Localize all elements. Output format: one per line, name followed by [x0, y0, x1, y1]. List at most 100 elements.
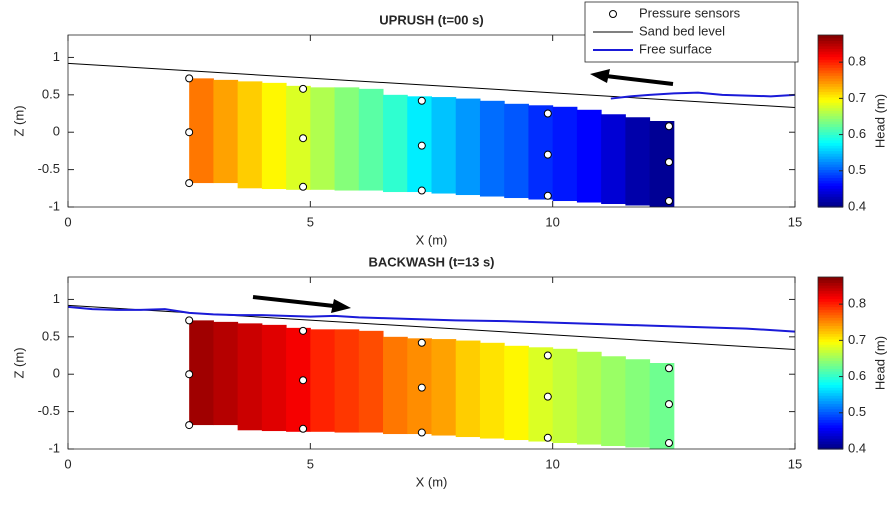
x-tick-label: 10: [545, 214, 559, 229]
colorbar-tick-label: 0.6: [848, 126, 866, 141]
head-cell: [576, 351, 602, 445]
colorbar-cell: [818, 328, 843, 332]
colorbar-tick-label: 0.8: [848, 296, 866, 311]
colorbar-cell: [818, 145, 843, 149]
colorbar-cell: [818, 387, 843, 391]
sensor: [185, 74, 194, 83]
head-cell: [625, 359, 651, 448]
head-cell: [431, 339, 457, 436]
head-cell: [286, 85, 311, 190]
legend-label: Free surface: [639, 41, 712, 56]
y-axis-label: Z (m): [11, 105, 26, 136]
head-cell: [213, 79, 239, 184]
colorbar-cell: [818, 360, 843, 364]
y-tick-label: -1: [48, 440, 60, 455]
colorbar-cell: [818, 64, 843, 68]
colorbar-cell: [818, 352, 843, 356]
head-cell: [237, 81, 263, 189]
axes-box: [67, 276, 796, 450]
colorbar-cell: [818, 94, 843, 98]
colorbar-cell: [818, 139, 843, 144]
colorbar-cell: [818, 298, 843, 302]
colorbar-cell: [818, 115, 843, 119]
legend-label: Pressure sensors: [639, 5, 741, 20]
colorbar-tick-label: 0.7: [848, 90, 866, 105]
sensor: [299, 134, 308, 143]
colorbar-cell: [818, 333, 843, 337]
colorbar-cell: [818, 344, 843, 348]
sensor: [664, 122, 673, 131]
head-cell: [601, 114, 626, 205]
colorbar-cell: [818, 166, 843, 170]
head-cell: [479, 100, 505, 197]
colorbar-cell: [818, 126, 843, 130]
colorbar-cell: [818, 137, 843, 141]
head-cell: [552, 348, 578, 444]
colorbar-cell: [818, 373, 843, 378]
colorbar-cell: [818, 110, 843, 114]
colorbar-tick-label: 0.6: [848, 368, 866, 383]
sensor: [543, 109, 552, 118]
head-cell: [310, 87, 336, 190]
colorbar-cell: [818, 282, 843, 286]
colorbar-cell: [818, 80, 843, 84]
sensor: [543, 392, 552, 401]
colorbar-cell: [818, 389, 843, 394]
colorbar-tick-label: 0.5: [848, 162, 866, 177]
y-tick-label: 0.5: [42, 86, 60, 101]
y-tick-label: 0: [53, 124, 60, 139]
sensor: [299, 84, 308, 93]
colorbar-label: Head (m): [872, 336, 887, 390]
colorbar-label: Head (m): [872, 94, 887, 148]
title: UPRUSH (t=00 s): [379, 12, 483, 27]
colorbar-cell: [818, 287, 843, 292]
sensor: [185, 128, 194, 137]
flow-arrow-head: [590, 69, 610, 83]
x-tick-label: 15: [788, 214, 802, 229]
sensor: [664, 439, 673, 448]
colorbar-cell: [818, 118, 843, 122]
sensor: [543, 150, 552, 159]
head-cell: [237, 323, 263, 431]
colorbar-cell: [818, 349, 843, 353]
head-cell: [189, 78, 214, 184]
head-cell: [286, 327, 311, 432]
colorbar-cell: [818, 379, 843, 383]
colorbar-cell: [818, 185, 843, 189]
colorbar-tick-label: 0.7: [848, 332, 866, 347]
colorbar-cell: [818, 277, 843, 281]
colorbar-cell: [818, 53, 843, 58]
colorbar-cell: [818, 134, 843, 138]
sensor: [543, 351, 552, 360]
y-tick-label: 0: [53, 366, 60, 381]
colorbar-cell: [818, 161, 843, 165]
x-axis-label: X (m): [416, 232, 448, 247]
colorbar-cell: [818, 35, 843, 39]
sensor: [417, 141, 426, 150]
colorbar-cell: [818, 198, 843, 203]
head-cell: [504, 103, 529, 199]
head-cell: [552, 106, 578, 202]
colorbar-cell: [818, 338, 843, 343]
colorbar-cell: [818, 438, 843, 442]
colorbar-cell: [818, 129, 843, 133]
colorbar-cell: [818, 406, 843, 410]
colorbar-cell: [818, 314, 843, 318]
head-cell: [383, 336, 408, 435]
x-tick-label: 0: [64, 214, 71, 229]
colorbar-cell: [818, 279, 843, 283]
head-cell: [455, 98, 481, 196]
head-cell: [479, 342, 505, 439]
head-cell: [625, 117, 651, 206]
sensor: [417, 96, 426, 105]
colorbar-cell: [818, 86, 843, 90]
x-tick-label: 15: [788, 456, 802, 471]
y-tick-label: -1: [48, 198, 60, 213]
colorbar-cell: [818, 153, 843, 157]
colorbar-tick-label: 0.5: [848, 404, 866, 419]
sensor: [664, 197, 673, 206]
legend-label: Sand bed level: [639, 23, 725, 38]
colorbar-cell: [818, 190, 843, 195]
